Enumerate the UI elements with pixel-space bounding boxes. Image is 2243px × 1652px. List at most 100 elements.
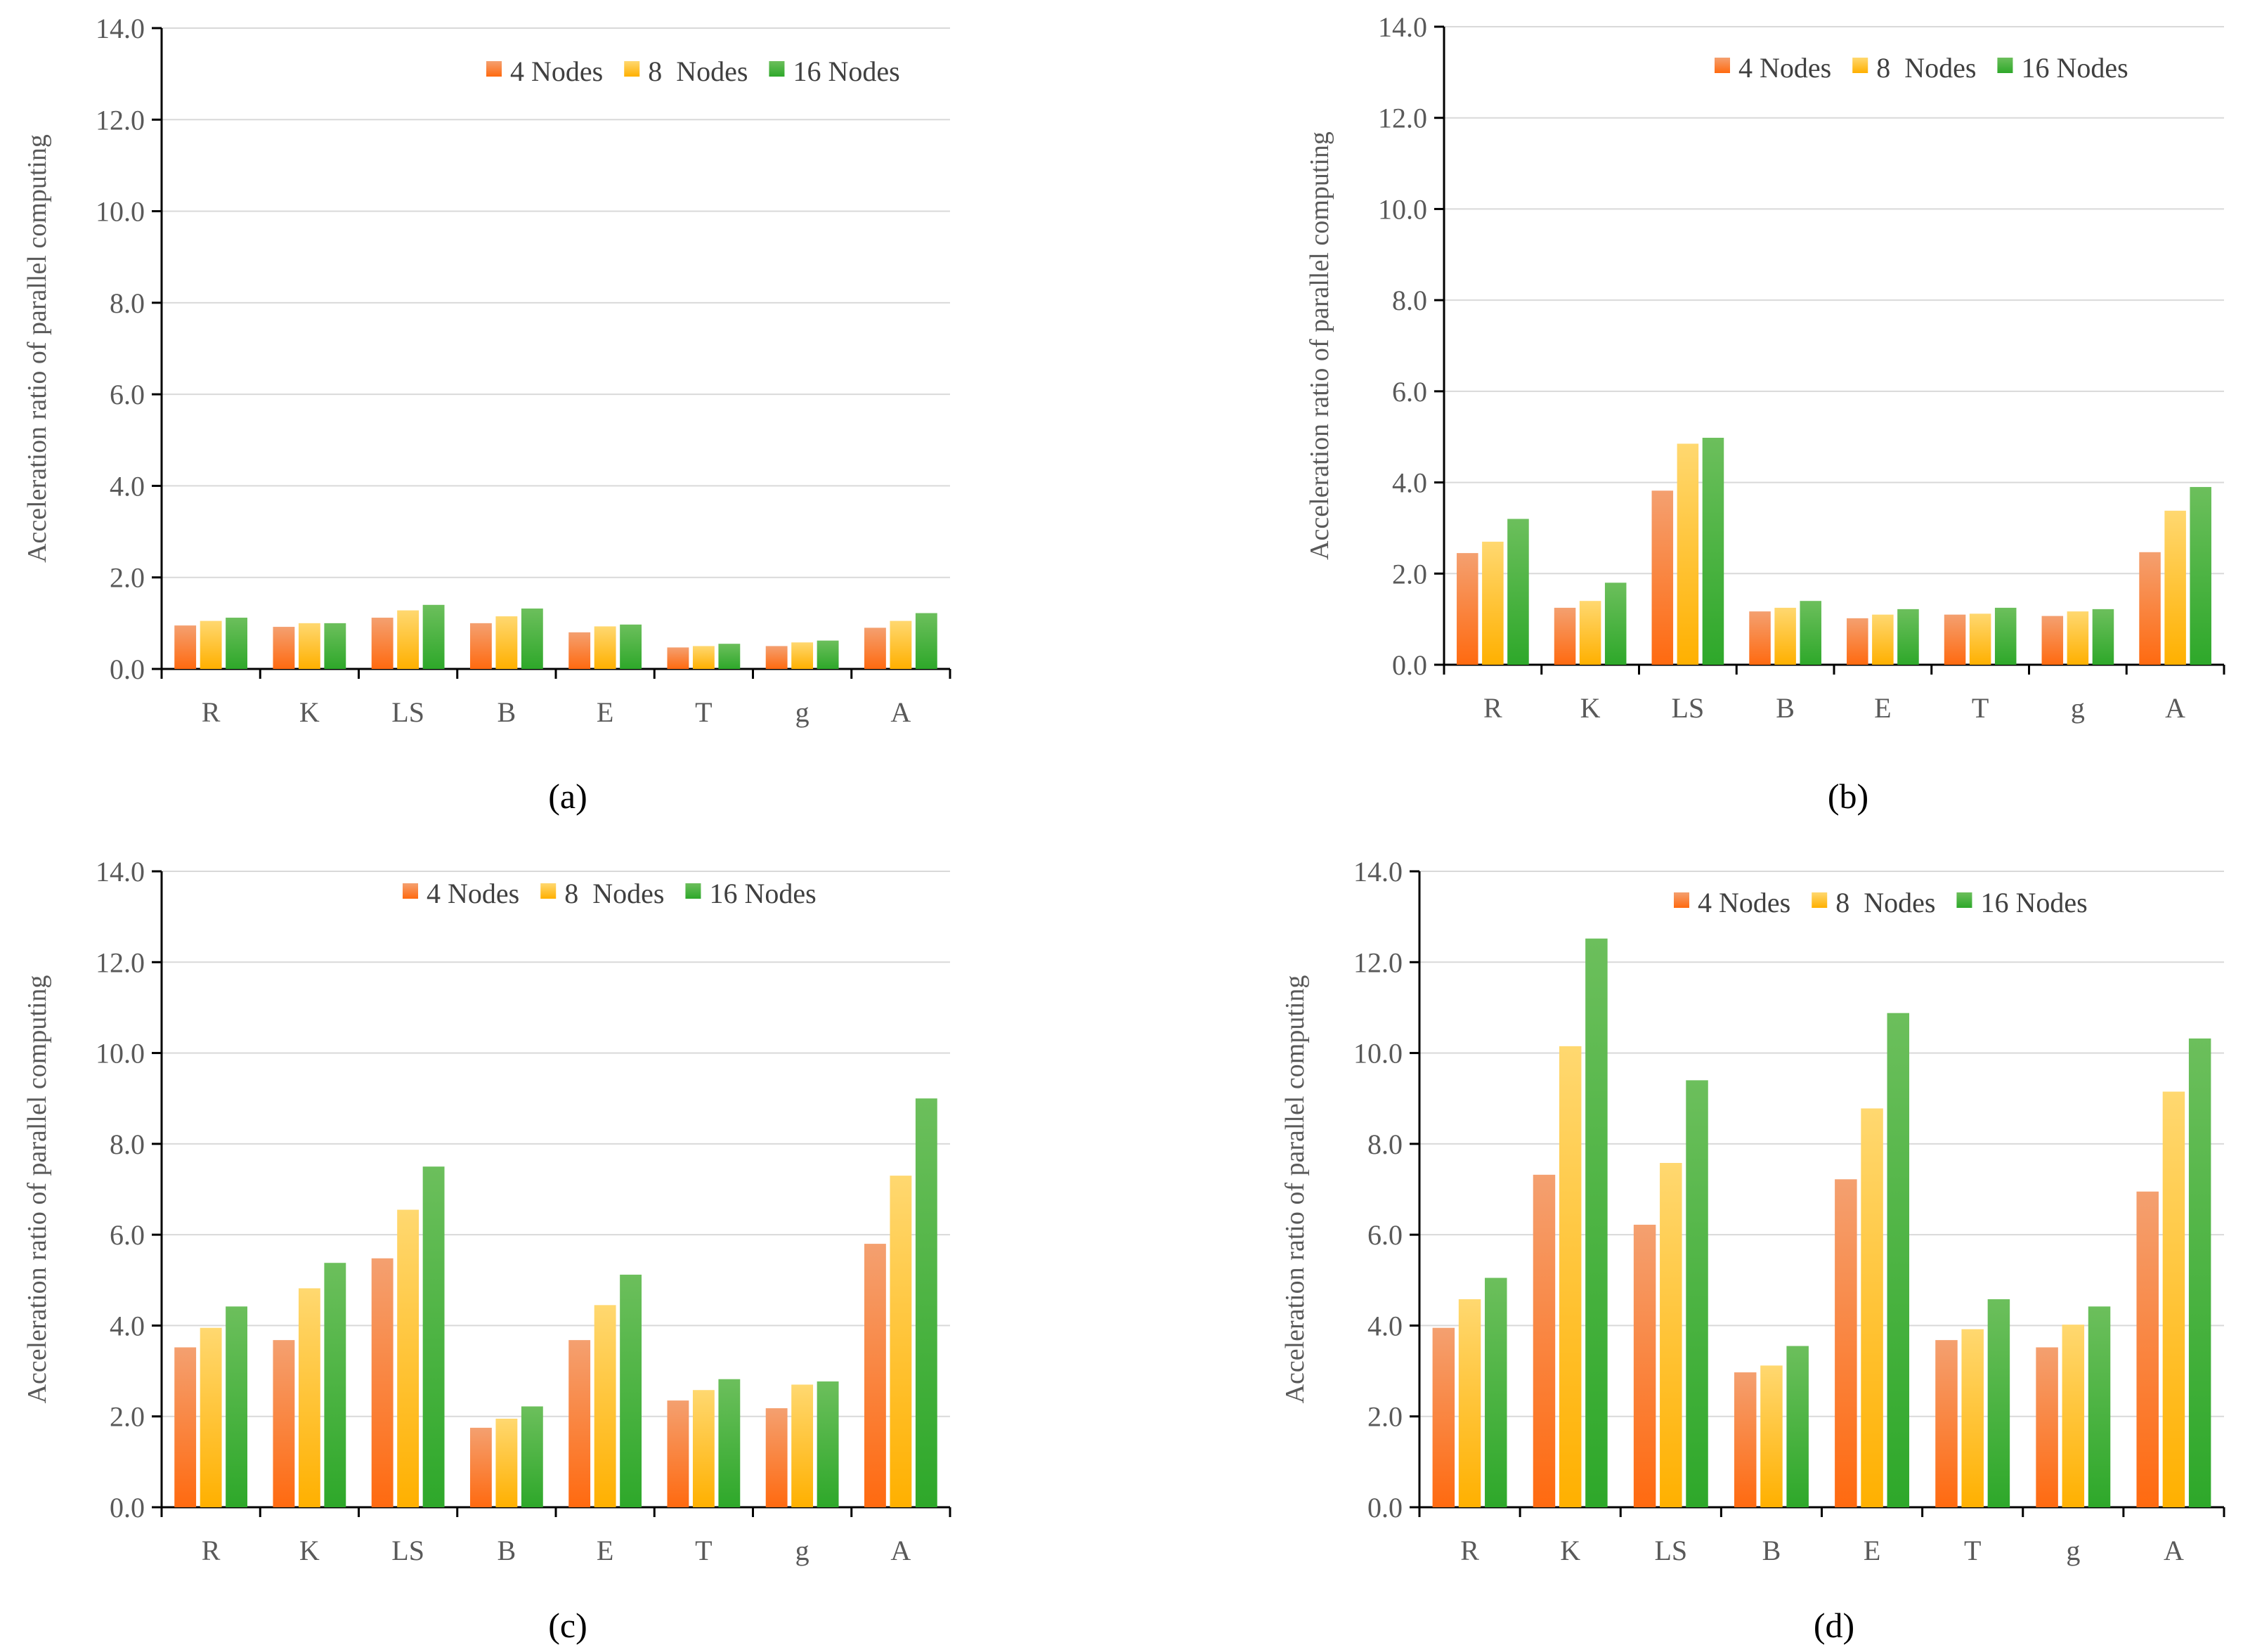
y-tick-label: 2.0 [1392, 558, 1427, 590]
bar-B-series-3 [521, 609, 543, 669]
x-category-label: E [1874, 692, 1891, 724]
bar-LS-series-1 [371, 618, 394, 669]
x-category-label: K [1560, 1535, 1580, 1566]
bar-E-series-3 [620, 1275, 642, 1507]
bar-LS-series-3 [422, 1166, 445, 1507]
y-tick-label: 14.0 [1353, 856, 1403, 887]
bar-LS-series-1 [1633, 1224, 1656, 1507]
x-category-label: A [890, 696, 911, 728]
bar-E-series-2 [1861, 1108, 1883, 1507]
x-category-label: R [202, 696, 221, 728]
bar-K-series-2 [1559, 1046, 1582, 1507]
y-axis-label: Acceleration ratio of parallel computing [1280, 975, 1310, 1404]
y-tick-label: 0.0 [110, 653, 145, 685]
y-tick-label: 8.0 [1392, 285, 1427, 316]
bar-T-series-3 [718, 1379, 741, 1507]
bar-K-series-2 [298, 1288, 320, 1507]
bar-E-series-1 [1835, 1179, 1857, 1507]
legend-swatch [1715, 58, 1730, 73]
legend-swatch [403, 883, 418, 899]
x-category-label: T [695, 696, 712, 728]
legend-swatch [624, 61, 640, 77]
y-tick-label: 2.0 [110, 1401, 145, 1433]
x-category-label: T [1972, 692, 1989, 724]
x-category-label: A [890, 1535, 911, 1566]
y-tick-label: 6.0 [110, 379, 145, 410]
bar-K-series-1 [273, 1340, 295, 1507]
legend-label: 16 Nodes [709, 878, 816, 909]
bar-T-series-1 [667, 1400, 689, 1507]
y-tick-label: 6.0 [1367, 1219, 1403, 1251]
bar-T-series-2 [692, 646, 715, 669]
bar-B-series-2 [495, 1418, 518, 1507]
bar-A-series-1 [2139, 552, 2161, 665]
bar-E-series-1 [568, 632, 591, 669]
y-tick-label: 6.0 [1392, 376, 1427, 408]
y-tick-label: 12.0 [1378, 103, 1427, 134]
bar-g-series-2 [791, 1384, 814, 1507]
bar-LS-series-1 [371, 1258, 394, 1507]
legend-swatch [486, 61, 502, 77]
legend-swatch [1956, 892, 1972, 908]
legend-swatch [685, 883, 701, 899]
bar-K-series-1 [273, 627, 295, 669]
legend-swatch [1674, 892, 1689, 908]
x-category-label: E [1864, 1535, 1880, 1566]
x-category-label: g [2071, 692, 2085, 724]
legend-swatch [1997, 58, 2013, 73]
legend: 4 Nodes 8 Nodes 16 Nodes [403, 878, 817, 909]
bar-B-series-2 [495, 616, 518, 669]
bar-K-series-2 [1579, 601, 1601, 665]
bar-R-series-1 [1432, 1327, 1455, 1507]
legend-swatch [1812, 892, 1828, 908]
legend-swatch [540, 883, 557, 899]
y-tick-label: 2.0 [1367, 1401, 1403, 1433]
bar-R-series-1 [174, 625, 197, 669]
bar-E-series-2 [594, 626, 616, 669]
legend-label: 8 Nodes [564, 878, 664, 909]
bar-R-series-3 [226, 618, 248, 669]
bar-LS-series-2 [1660, 1163, 1682, 1507]
x-category-label: LS [391, 1535, 424, 1566]
bar-R-series-2 [1458, 1299, 1481, 1507]
x-category-label: R [1483, 692, 1502, 724]
bar-A-series-1 [864, 1244, 886, 1507]
legend-label: 8 Nodes [1835, 887, 1935, 918]
x-category-label: R [1460, 1535, 1479, 1566]
y-tick-label: 10.0 [96, 196, 145, 228]
legend-label: 16 Nodes [793, 56, 899, 87]
x-category-label: E [597, 1535, 613, 1566]
bar-A-series-2 [2162, 1091, 2185, 1507]
y-tick-label: 14.0 [96, 856, 145, 887]
y-axis-label: Acceleration ratio of parallel computing [1305, 131, 1334, 560]
bar-A-series-2 [890, 1176, 912, 1507]
legend-label: 4 Nodes [1698, 887, 1790, 918]
bar-g-series-3 [2088, 1306, 2111, 1507]
y-tick-label: 4.0 [1367, 1310, 1403, 1341]
legend-label: 8 Nodes [1876, 52, 1976, 84]
bar-g-series-3 [2092, 609, 2114, 665]
bar-E-series-2 [1872, 614, 1894, 665]
bar-K-series-3 [324, 1263, 346, 1507]
bar-B-series-3 [1800, 601, 1821, 665]
legend-label: 4 Nodes [510, 56, 603, 87]
bar-A-series-3 [915, 1098, 937, 1507]
bar-T-series-3 [718, 644, 741, 669]
x-category-label: g [795, 696, 810, 728]
y-axis-label: Acceleration ratio of parallel computing [22, 975, 52, 1404]
bar-T-series-1 [667, 647, 689, 669]
bar-LS-series-3 [1702, 438, 1724, 665]
legend-label: 4 Nodes [1738, 52, 1831, 84]
y-tick-label: 10.0 [96, 1038, 145, 1069]
bar-A-series-1 [864, 627, 886, 669]
bar-K-series-3 [1585, 938, 1608, 1507]
bar-T-series-2 [1961, 1329, 1984, 1507]
bar-B-series-1 [1734, 1372, 1757, 1507]
bar-E-series-3 [1897, 609, 1919, 665]
x-category-label: K [299, 1535, 320, 1566]
bar-E-series-1 [568, 1340, 591, 1507]
legend-label: 4 Nodes [427, 878, 519, 909]
